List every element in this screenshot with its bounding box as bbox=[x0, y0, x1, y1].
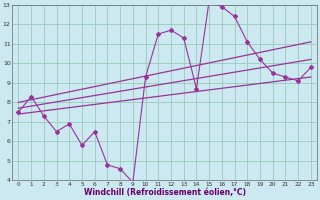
X-axis label: Windchill (Refroidissement éolien,°C): Windchill (Refroidissement éolien,°C) bbox=[84, 188, 246, 197]
